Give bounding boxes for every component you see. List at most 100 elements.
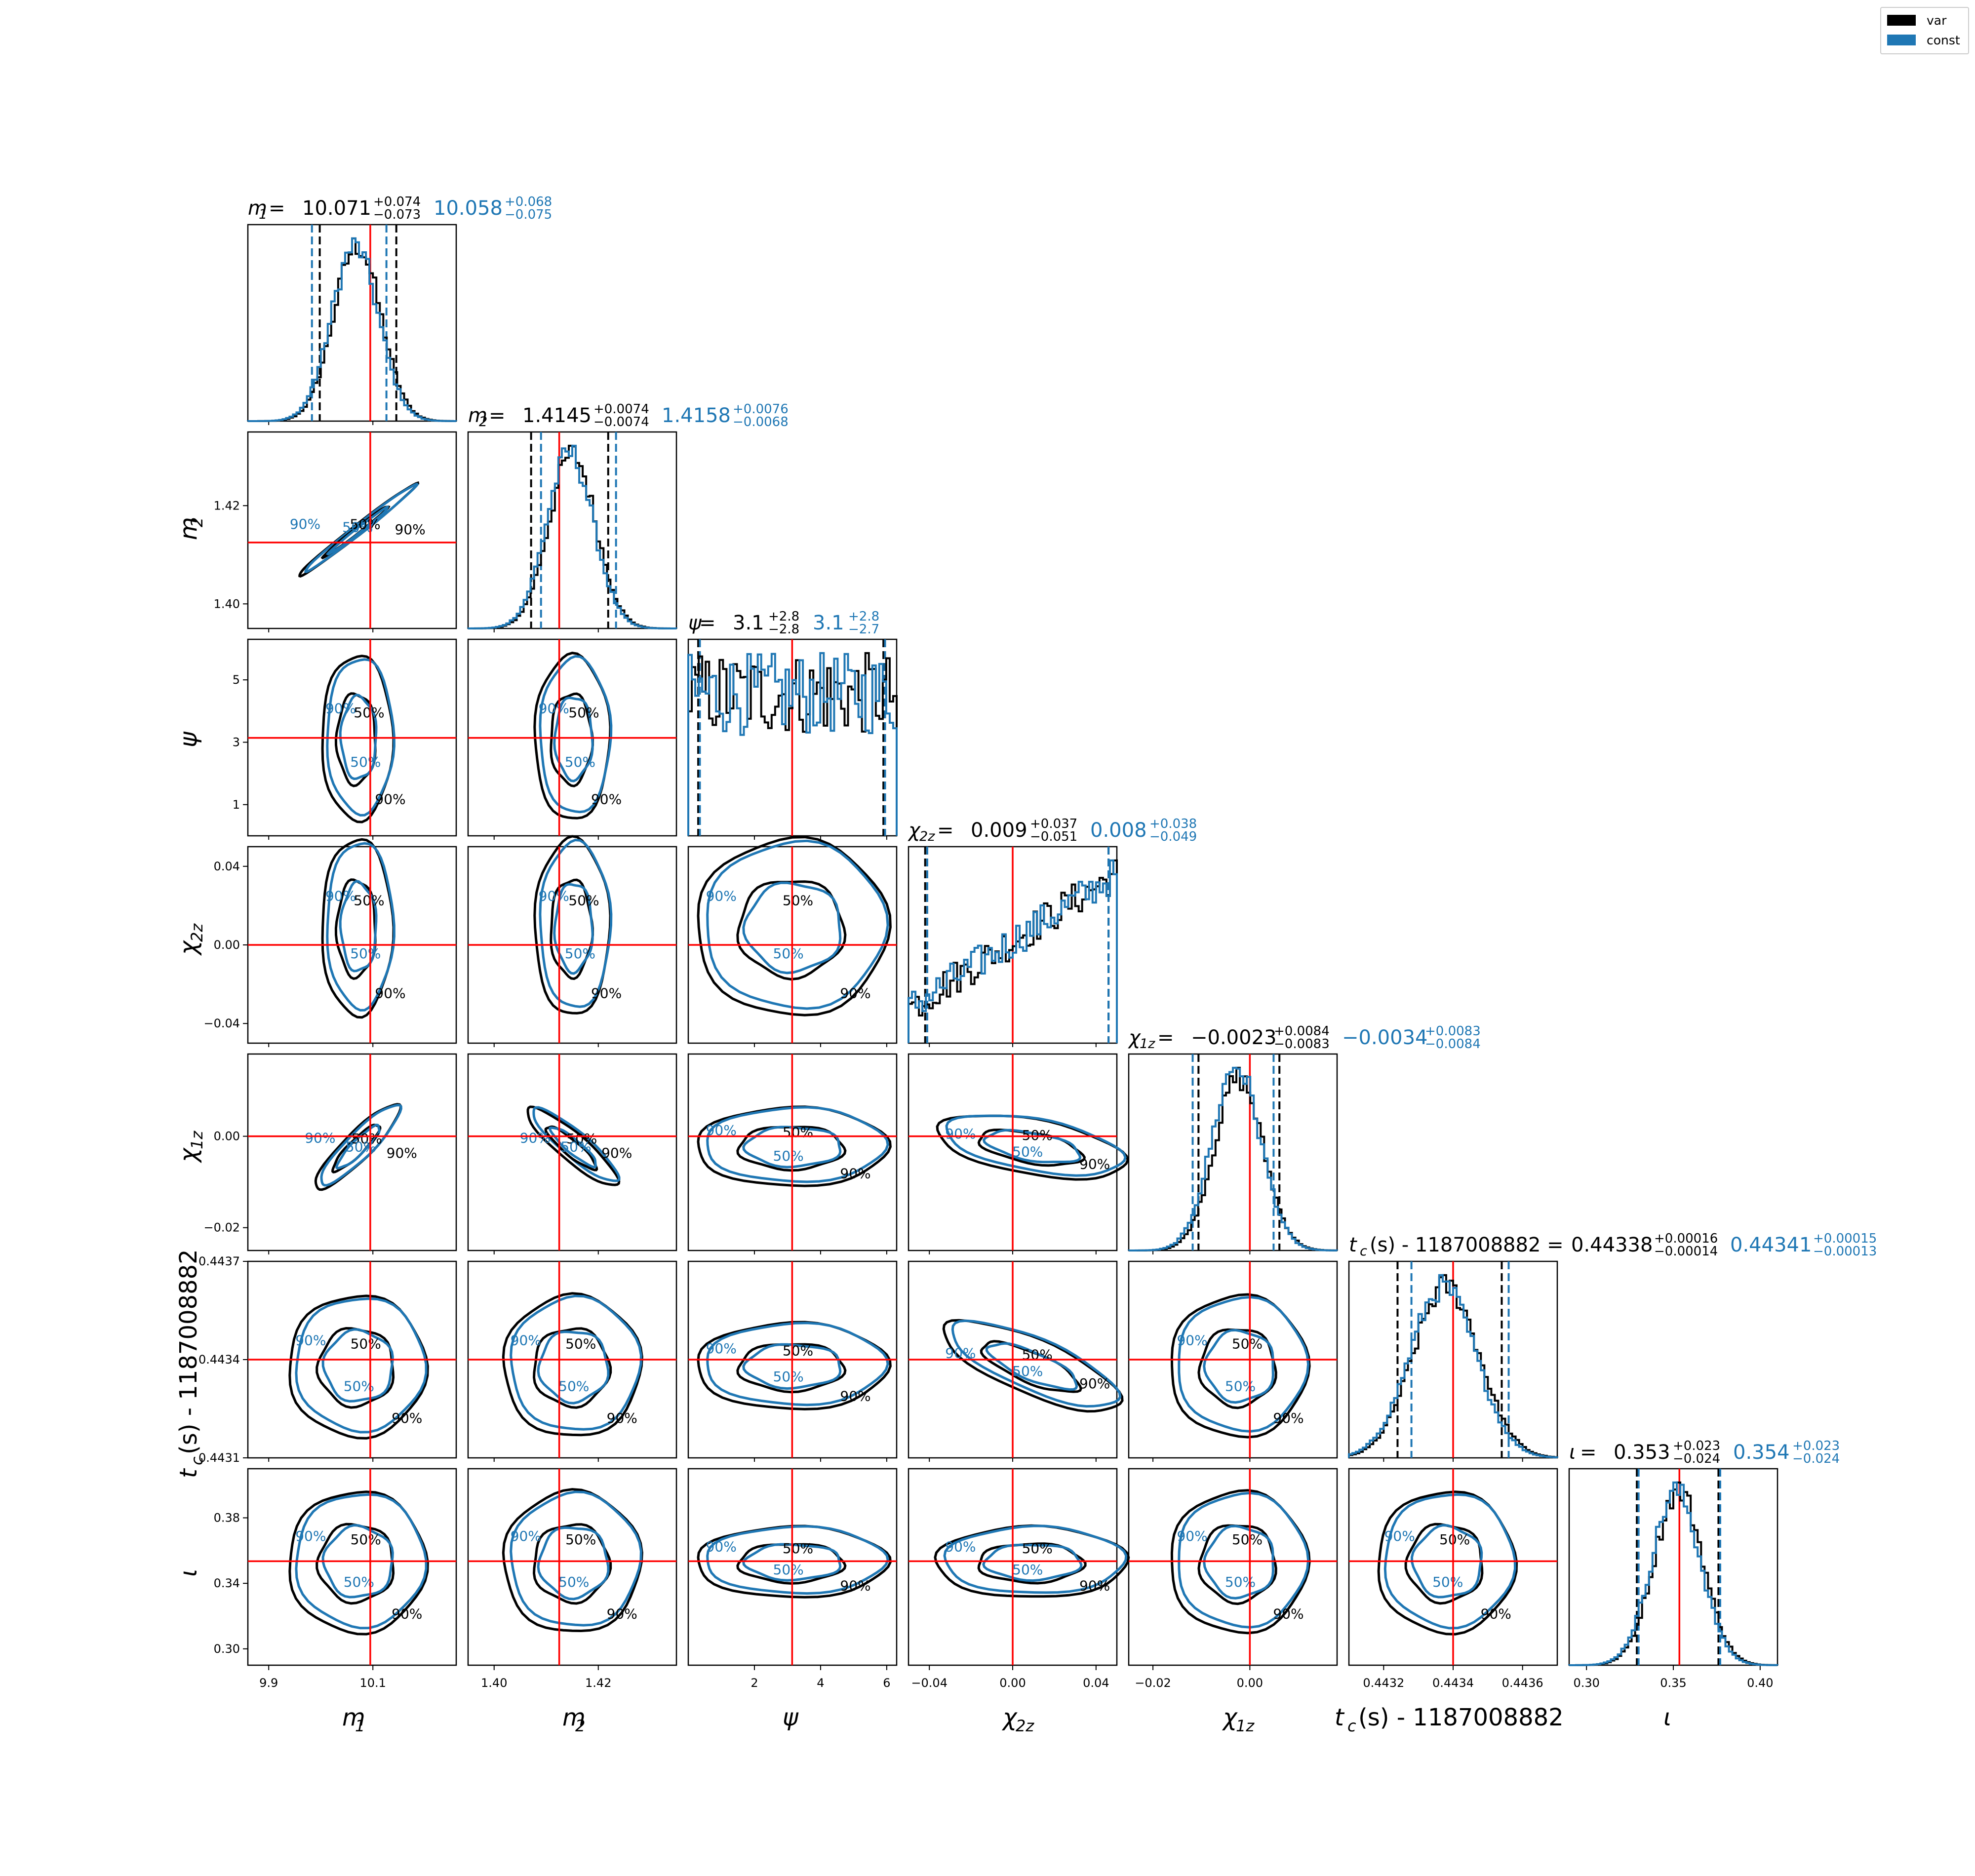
hist-m2-const-path xyxy=(467,444,677,629)
contour-label-90-const: 90% xyxy=(1177,1528,1207,1544)
y-axis-label-m2: m2 xyxy=(175,517,206,540)
x-tick-label-chi2z: 0.04 xyxy=(1083,1676,1109,1690)
contour-label-90-const: 90% xyxy=(511,1332,541,1348)
contour-label-50-var: 50% xyxy=(1439,1531,1470,1548)
hist-iota-var xyxy=(1568,1481,1778,1666)
contour-label-90-const: 90% xyxy=(290,516,320,532)
x-tick-label-psi: 2 xyxy=(750,1676,758,1690)
title-chi2z-var-plus: +0.037 xyxy=(1030,817,1077,831)
contour-50-var-chi2z-psi xyxy=(736,880,847,981)
x-tick-label-m2: 1.42 xyxy=(585,1676,611,1690)
contour-label-50-var: 50% xyxy=(1232,1335,1263,1352)
contour-50-var-chi2z-m1 xyxy=(334,878,377,980)
panel-iota-m1: 90% 90% 50% 50% 9.9 10.1 0.30 0.34 0.38 xyxy=(214,1468,457,1690)
contour-label-90-const: 90% xyxy=(295,1332,326,1348)
contour-50-const-tc-m2 xyxy=(537,1330,610,1405)
contour-label-50-var: 50% xyxy=(565,1335,596,1352)
contour-label-90-var: 90% xyxy=(375,791,405,807)
y-axis-label-psi: ψ xyxy=(175,731,202,747)
panel-chi2z-psi: 90% 90% 50% 50% xyxy=(687,836,898,1047)
hist-chi1z-const-path xyxy=(1128,1066,1338,1251)
panel-frame xyxy=(1128,1468,1338,1666)
contour-label-50-var: 50% xyxy=(354,704,384,721)
contour-label-90-const: 90% xyxy=(706,888,737,904)
legend-entry-var: var xyxy=(1887,13,1946,28)
title-tc-const-value: 0.44341 xyxy=(1730,1234,1812,1256)
x-axis-label-chi1z-sub: 1z xyxy=(1236,1717,1255,1735)
contour-90-const-m2-m1 xyxy=(304,482,419,573)
y-tick-label-tc: 0.4431 xyxy=(198,1451,240,1465)
title-m2: m2 = 1.4145 +0.0074−0.0074 1.4158 +0.0076−0… xyxy=(468,402,789,430)
x-tick-label-tc: 0.4436 xyxy=(1502,1676,1543,1690)
x-tick-label-psi: 4 xyxy=(817,1676,824,1690)
x-axis-label-psi-symbol: ψ xyxy=(783,1704,799,1731)
contour-50-var-tc-chi1z xyxy=(1197,1328,1277,1409)
contour-label-90-var: 90% xyxy=(395,521,426,538)
contour-label-90-var: 90% xyxy=(607,1410,637,1426)
panel-frame xyxy=(467,1468,677,1666)
legend-entry-const: const xyxy=(1887,33,1960,47)
contour-50-const-tc-chi1z xyxy=(1203,1329,1274,1404)
title-psi-var-minus: −2.8 xyxy=(768,622,799,637)
contour-90-const-iota-chi1z xyxy=(1178,1491,1310,1629)
panel-m1-m1 xyxy=(247,224,457,425)
hist-tc-const-path xyxy=(1348,1274,1558,1459)
panel-iota-chi1z: 90% 90% 50% 50% −0.02 0.00 xyxy=(1128,1468,1338,1690)
title-m2-var-value: 1.4145 xyxy=(522,404,592,427)
contour-label-50-const: 50% xyxy=(1012,1143,1043,1160)
contour-50-const-chi1z-m1 xyxy=(335,1124,381,1170)
contour-label-90-var: 90% xyxy=(840,1388,870,1404)
contour-label-90-const: 90% xyxy=(1384,1528,1415,1544)
contour-label-90-const: 90% xyxy=(295,1528,326,1544)
contour-90-const-chi1z-m2 xyxy=(532,1106,621,1182)
contour-label-50-const: 50% xyxy=(558,1574,589,1590)
y-tick-label-psi: 3 xyxy=(233,735,240,749)
title-psi-equals: = xyxy=(699,612,716,634)
x-axis-label-tc-sub: c xyxy=(1347,1717,1356,1735)
legend-label-var: var xyxy=(1927,13,1947,28)
y-tick-label-m2: 1.42 xyxy=(214,499,240,512)
title-tc-const-plus: +0.00015 xyxy=(1813,1231,1877,1246)
contour-label-50-const: 50% xyxy=(565,754,595,770)
contour-50-const-chi1z-chi2z xyxy=(982,1129,1082,1164)
panel-iota-tc: 90% 90% 50% 50% 0.4432 0.4434 0.4436 xyxy=(1348,1468,1558,1690)
y-axis-label-tc: tc (s) - 1187008882 xyxy=(175,1249,206,1478)
panel-frame xyxy=(467,431,677,629)
title-m2-equals: = xyxy=(489,404,506,427)
x-axis-label-chi2z-symbol: χ xyxy=(1001,1704,1018,1731)
title-m2-const-plus: +0.0076 xyxy=(733,402,789,417)
x-axis-label-tc-symbol: t xyxy=(1335,1704,1345,1731)
contour-label-50-var: 50% xyxy=(350,516,380,533)
contour-90-const-chi2z-m1 xyxy=(326,842,395,1012)
y-axis-label-psi-symbol: ψ xyxy=(175,731,202,747)
contour-label-50-const: 50% xyxy=(1432,1574,1463,1590)
contour-90-var-tc-chi2z xyxy=(942,1319,1124,1413)
title-chi1z-symbol: χ xyxy=(1128,1026,1141,1049)
contour-label-90-var: 90% xyxy=(392,1410,422,1426)
hist-m1-const xyxy=(247,237,457,422)
title-m1: m1 = 10.071 +0.074−0.073 10.058 +0.068−0.07… xyxy=(248,195,552,222)
title-m2-sub: 2 xyxy=(479,414,487,430)
x-axis-label-psi: ψ xyxy=(783,1704,799,1731)
contour-label-50-const: 50% xyxy=(1012,1363,1043,1379)
contour-label-50-var: 50% xyxy=(783,1540,813,1557)
contour-90-const-iota-chi2z xyxy=(943,1524,1128,1594)
contour-90-const-tc-m1 xyxy=(295,1297,428,1434)
panel-m2-m1: 90% 90% 50%50% 1.40 1.42 xyxy=(214,431,457,632)
title-chi1z-var-minus: −0.0083 xyxy=(1274,1037,1330,1052)
title-chi1z-const-plus: +0.0083 xyxy=(1425,1024,1481,1039)
contour-90-const-chi1z-chi2z xyxy=(945,1114,1127,1177)
y-axis-label-chi2z-sub: 2z xyxy=(188,923,206,942)
hist-m1-const-path xyxy=(247,237,457,422)
x-axis-label-m2-sub: 2 xyxy=(575,1717,585,1735)
contour-90-const-tc-chi2z xyxy=(951,1319,1122,1408)
hist-chi1z-var xyxy=(1128,1066,1338,1251)
x-axis-label-chi2z: χ2z xyxy=(1001,1704,1034,1735)
x-tick-label-m1: 10.1 xyxy=(359,1676,386,1690)
contour-90-const-psi-m2 xyxy=(539,655,613,814)
contour-label-90-const: 90% xyxy=(539,700,569,716)
x-tick-label-iota: 0.30 xyxy=(1573,1676,1599,1690)
title-psi-symbol: ψ xyxy=(688,612,702,634)
contour-label-50-const: 50% xyxy=(773,1368,804,1385)
